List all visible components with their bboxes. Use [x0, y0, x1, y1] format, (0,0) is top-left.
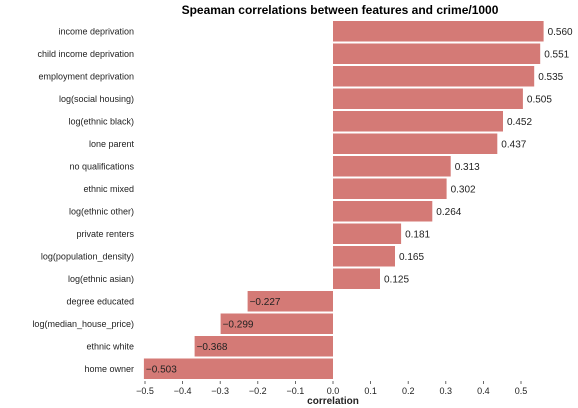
x-tick-label-9: 0.4 — [477, 386, 490, 396]
value-label-8: 0.264 — [436, 207, 461, 218]
x-tick-label-2: −0.3 — [211, 386, 229, 396]
value-label-15: −0.503 — [146, 364, 177, 375]
category-label-13: log(median_house_price) — [32, 319, 134, 329]
x-tick-label-10: 0.5 — [515, 386, 528, 396]
value-label-3: 0.505 — [527, 94, 552, 105]
category-label-1: child income deprivation — [37, 49, 134, 59]
x-tick-label-8: 0.3 — [440, 386, 453, 396]
category-label-2: employment deprivation — [38, 71, 134, 81]
x-tick-label-7: 0.2 — [402, 386, 415, 396]
x-tick-label-5: 0.0 — [327, 386, 340, 396]
value-label-0: 0.560 — [548, 27, 573, 38]
value-label-7: 0.302 — [451, 184, 476, 195]
x-tick-label-4: −0.1 — [287, 386, 305, 396]
category-label-12: degree educated — [66, 296, 134, 306]
bar-0 — [333, 21, 544, 42]
value-label-14: −0.368 — [197, 342, 228, 353]
value-label-1: 0.551 — [544, 49, 569, 60]
bar-7 — [333, 179, 447, 200]
bar-4 — [333, 111, 503, 132]
bars-group — [144, 21, 544, 379]
category-label-15: home owner — [84, 364, 134, 374]
value-label-6: 0.313 — [455, 162, 480, 173]
category-label-11: log(ethnic asian) — [68, 274, 134, 284]
category-label-4: log(ethnic black) — [68, 116, 134, 126]
category-labels: income deprivation child income deprivati… — [32, 26, 134, 374]
x-tick-label-6: 0.1 — [364, 386, 377, 396]
category-label-8: log(ethnic other) — [69, 206, 134, 216]
bar-9 — [333, 224, 401, 245]
x-axis: −0.5 −0.4 −0.3 −0.2 −0.1 0.0 0.1 0.2 0.3 0.4 0.5 — [136, 381, 527, 396]
value-label-9: 0.181 — [405, 229, 430, 240]
category-label-9: private renters — [76, 229, 134, 239]
bar-3 — [333, 89, 523, 110]
category-label-7: ethnic mixed — [83, 184, 134, 194]
category-label-3: log(social housing) — [59, 94, 134, 104]
x-tick-label-3: −0.2 — [249, 386, 267, 396]
value-label-4: 0.452 — [507, 117, 532, 128]
value-label-11: 0.125 — [384, 274, 409, 285]
bar-8 — [333, 201, 432, 222]
value-label-10: 0.165 — [399, 252, 424, 263]
bar-1 — [333, 44, 540, 65]
category-label-5: lone parent — [89, 139, 135, 149]
value-label-12: −0.227 — [250, 297, 281, 308]
x-tick-label-1: −0.4 — [174, 386, 192, 396]
bar-11 — [333, 269, 380, 290]
category-label-0: income deprivation — [58, 26, 134, 36]
category-label-10: log(population_density) — [41, 251, 134, 261]
bar-6 — [333, 156, 451, 177]
value-label-5: 0.437 — [501, 139, 526, 150]
x-axis-label: correlation — [307, 396, 359, 407]
bar-2 — [333, 66, 534, 87]
bar-10 — [333, 246, 395, 267]
x-tick-label-0: −0.5 — [136, 386, 154, 396]
bar-5 — [333, 134, 497, 155]
category-label-14: ethnic white — [86, 341, 134, 351]
value-label-2: 0.535 — [538, 72, 563, 83]
value-label-13: −0.299 — [223, 319, 254, 330]
category-label-6: no qualifications — [69, 161, 134, 171]
chart-title: Speaman correlations between features an… — [182, 3, 499, 17]
